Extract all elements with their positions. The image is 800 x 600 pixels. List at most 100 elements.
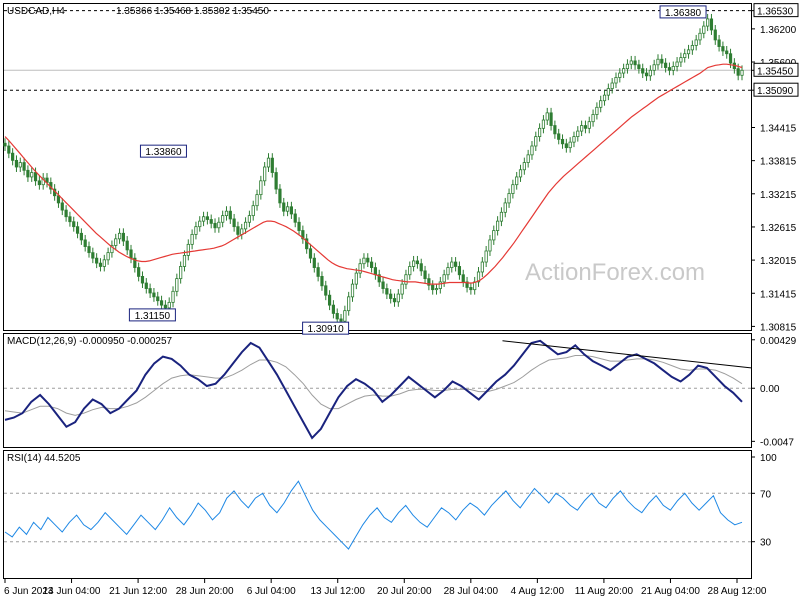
candle-body	[175, 278, 179, 292]
candle-body	[438, 281, 442, 289]
candle-body	[702, 25, 706, 34]
candle-body	[83, 239, 87, 247]
x-tick-label: 13 Jul 12:00	[310, 586, 365, 597]
candle-body	[263, 166, 267, 182]
candle-body	[274, 172, 278, 190]
candle-body	[68, 216, 72, 223]
candle-body	[599, 100, 603, 108]
x-tick-label: 28 Jul 04:00	[444, 586, 499, 597]
candle-body	[3, 142, 7, 147]
candle-body	[454, 261, 458, 267]
macd-y-tick-label: -0.0047	[760, 437, 794, 448]
candle-body	[236, 226, 240, 235]
rsi-panel-frame	[3, 450, 752, 579]
candle-body	[625, 63, 630, 70]
candle-body	[392, 298, 397, 303]
candle-body	[331, 304, 336, 314]
annotation-label: 1.31150	[135, 311, 171, 322]
candle-body	[389, 293, 393, 299]
candle-body	[675, 61, 679, 67]
candle-body	[201, 216, 206, 222]
macd-y-tick-label: 0.00429	[760, 336, 797, 347]
candle-body	[350, 283, 355, 298]
candle-body	[75, 226, 80, 234]
candle-body	[18, 162, 22, 168]
candle-body	[492, 230, 496, 241]
candle-body	[717, 39, 721, 47]
candle-body	[488, 239, 492, 252]
candle-body	[26, 169, 30, 178]
candle-body	[568, 141, 572, 149]
price-y-tick-label: 1.34415	[760, 123, 797, 134]
candle-body	[362, 257, 366, 265]
candle-body	[591, 114, 595, 123]
candle-body	[339, 318, 343, 322]
candle-body	[683, 53, 687, 58]
candle-body	[56, 195, 61, 204]
candle-body	[79, 232, 83, 241]
ohlc-header: 1.35366 1.35468 1.35302 1.35450	[116, 6, 269, 17]
rsi-panel: 100 70 30	[4, 453, 777, 550]
macd-trendline	[502, 340, 752, 369]
watermark: ActionForex.com	[525, 259, 705, 286]
x-tick-label: 28 Aug 12:00	[708, 586, 767, 597]
rsi-y-tick-label: 70	[760, 489, 772, 500]
current-price-box	[753, 62, 799, 77]
candle-body	[549, 112, 553, 126]
candle-body	[385, 288, 389, 295]
candle-body	[156, 296, 160, 302]
candle-body	[110, 245, 114, 254]
candle-body	[560, 138, 565, 145]
level-label: 1.35090	[757, 86, 794, 97]
candle-body	[545, 112, 549, 121]
annotation-label: 1.30910	[308, 324, 345, 335]
x-tick-label: 11 Aug 20:00	[575, 586, 634, 597]
candle-body	[476, 271, 481, 283]
rsi-y-tick-label: 100	[760, 453, 777, 464]
candle-body	[606, 88, 610, 96]
candle-body	[450, 261, 454, 268]
price-panel-frame	[3, 3, 752, 331]
macd-panel-title: MACD(12,26,9) -0.000950 -0.000257	[7, 336, 173, 347]
candle-body	[576, 130, 580, 138]
x-tick-label: 28 Jun 20:00	[176, 586, 234, 597]
candle-body	[434, 288, 439, 291]
candle-body	[411, 260, 416, 267]
candle-body	[633, 60, 637, 66]
x-tick-label: 21 Jun 12:00	[109, 586, 167, 597]
candle-body	[534, 136, 538, 147]
candle-body	[33, 172, 38, 182]
candle-body	[347, 296, 351, 312]
candle-body	[499, 211, 504, 222]
candle-body	[198, 220, 202, 228]
candle-body	[648, 69, 652, 77]
candle-body	[179, 266, 183, 280]
candle-body	[285, 206, 290, 212]
candle-body	[37, 180, 41, 186]
candle-body	[622, 68, 626, 74]
macd-panel-frame	[3, 333, 752, 448]
candle-body	[11, 152, 15, 161]
candle-body	[324, 285, 328, 296]
candle-body	[121, 232, 125, 242]
candle-body	[480, 261, 484, 273]
candle-body	[408, 266, 412, 276]
x-tick-label: 14 Jun 04:00	[43, 586, 101, 597]
candle-body	[22, 162, 26, 171]
candle-body	[301, 230, 305, 240]
candle-body	[194, 226, 198, 235]
level-label: 1.36530	[757, 7, 794, 18]
candle-body	[618, 72, 622, 78]
candle-body	[423, 270, 427, 280]
candle-body	[305, 238, 309, 250]
candle-body	[652, 64, 656, 71]
annotation-box	[128, 308, 176, 322]
candle-body	[518, 169, 523, 178]
candle-body	[159, 300, 164, 306]
candle-body	[602, 94, 607, 102]
candle-body	[205, 216, 209, 220]
candle-body	[461, 274, 465, 283]
candle-body	[679, 57, 683, 63]
candle-body	[667, 67, 672, 71]
